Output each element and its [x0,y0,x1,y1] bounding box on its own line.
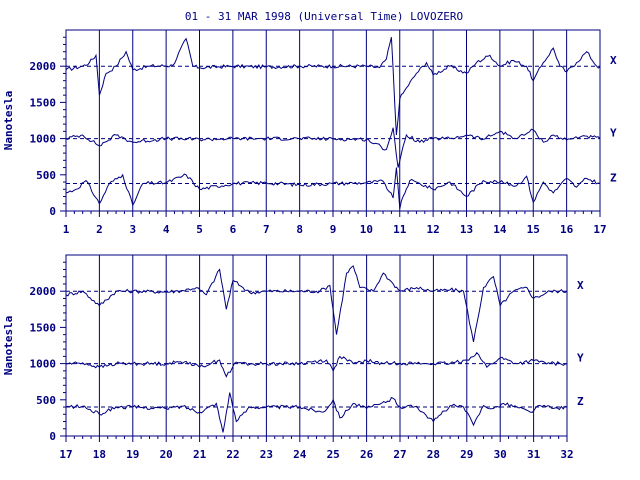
x-tick-label: 6 [230,223,237,236]
component-label-y: Y [610,127,617,140]
y-tick-label: 1500 [30,321,57,334]
x-tick-label: 17 [593,223,606,236]
x-tick-label: 3 [129,223,136,236]
x-tick-label: 2 [96,223,103,236]
component-label-z: Z [577,395,584,408]
y-tick-label: 1500 [30,96,57,109]
x-tick-label: 11 [393,223,407,236]
x-tick-label: 7 [263,223,270,236]
y-tick-label: 0 [49,205,56,218]
component-label-y: Y [577,352,584,365]
x-tick-label: 17 [59,448,72,461]
y-axis-label: Nanotesla [2,91,15,151]
y-tick-label: 2000 [30,60,57,73]
bottom-panel: 17 18 19 20 21 22 23 24 25 26 27 28 29 30 31 32 0 500 1000… [2,254,584,461]
top-panel: 1 2 3 4 5 6 7 8 9 10 11 12 13 14 15 16 17050010001500200… [2,29,617,236]
x-tick-label: 16 [560,223,574,236]
x-tick-label: 15 [527,223,540,236]
component-label-x: X [577,279,584,292]
x-tick-label: 5 [196,223,203,236]
component-label-z: Z [610,171,617,184]
x-tick-label: 8 [296,223,303,236]
trace-x [65,265,568,342]
y-axis-label: Nanotesla [2,316,15,376]
y-tick-label: 0 [49,430,56,443]
x-tick-label: 30 [494,448,507,461]
y-tick-label: 500 [36,169,56,182]
x-tick-label: 12 [427,223,440,236]
trace-z [65,167,601,209]
component-label-x: X [610,54,617,67]
x-tick-label: 9 [330,223,337,236]
x-tick-label: 14 [493,223,507,236]
x-tick-label: 4 [163,223,170,236]
x-tick-label: 28 [427,448,440,461]
x-tick-label: 20 [160,448,173,461]
x-tick-label: 25 [327,448,340,461]
x-tick-label: 22 [226,448,239,461]
x-tick-label: 31 [527,448,541,461]
trace-z [65,392,568,433]
y-tick-label: 2000 [30,285,57,298]
x-tick-label: 21 [193,448,207,461]
trace-y [65,127,601,168]
trace-x [65,37,601,136]
x-tick-label: 26 [360,448,374,461]
y-tick-label: 1000 [30,133,57,146]
trace-y [65,351,568,378]
x-tick-label: 10 [360,223,373,236]
y-tick-label: 1000 [30,358,57,371]
x-tick-label: 18 [93,448,106,461]
x-tick-label: 27 [393,448,406,461]
x-tick-label: 13 [460,223,473,236]
x-tick-label: 19 [126,448,139,461]
chart-title: 01 - 31 MAR 1998 (Universal Time) LOVOZE… [185,10,463,23]
x-tick-label: 32 [560,448,573,461]
y-tick-label: 500 [36,394,56,407]
x-tick-label: 23 [260,448,273,461]
x-tick-label: 29 [460,448,473,461]
x-tick-label: 1 [63,223,70,236]
x-tick-label: 24 [293,448,307,461]
